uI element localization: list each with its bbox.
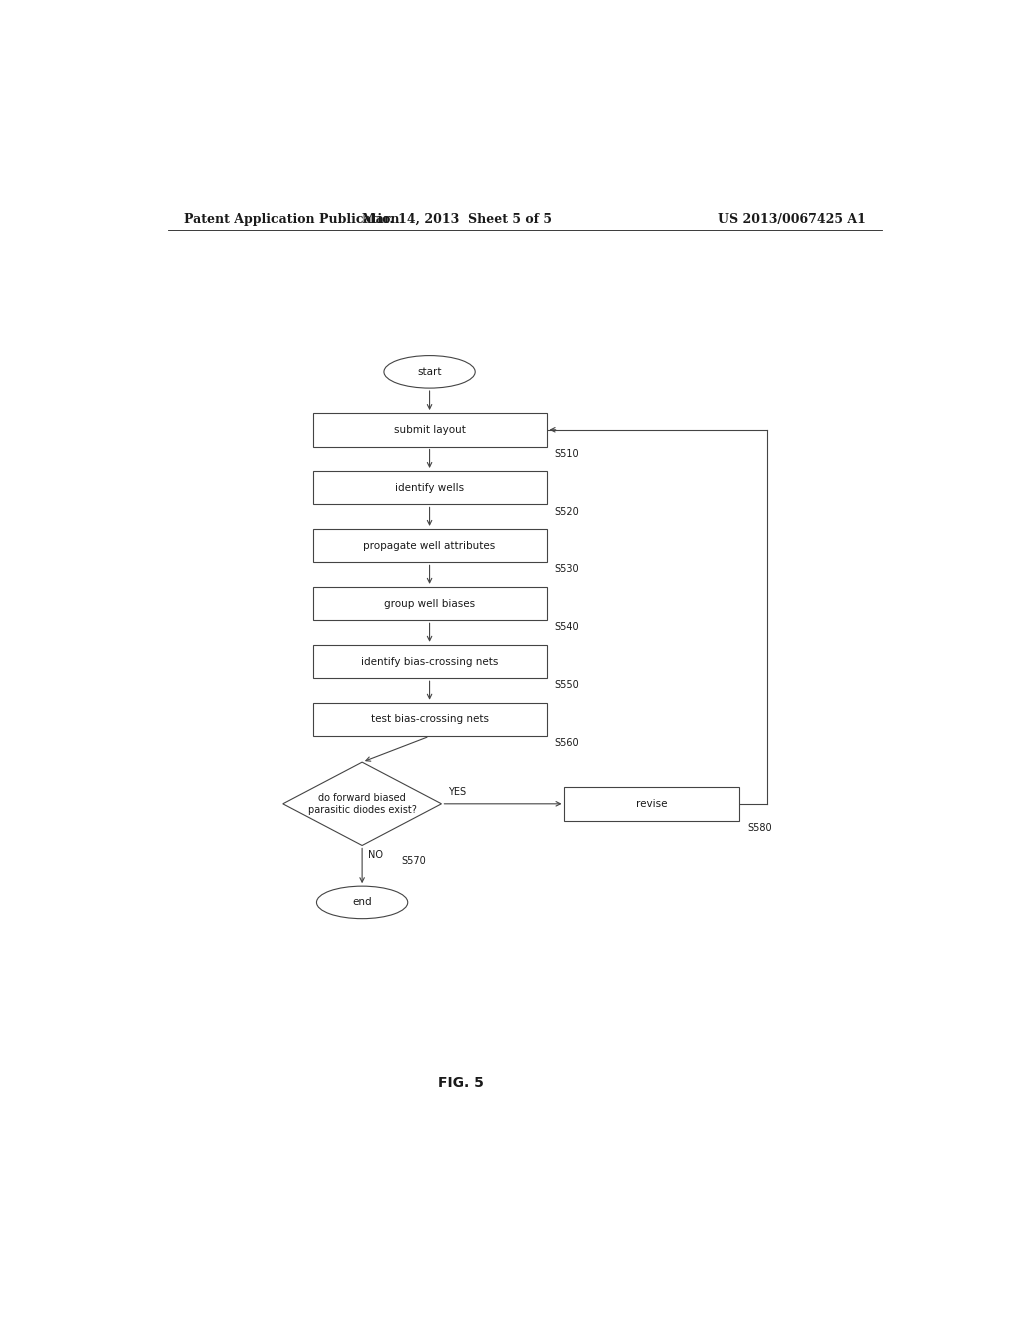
Text: end: end (352, 898, 372, 907)
Text: NO: NO (369, 850, 383, 859)
Text: S530: S530 (555, 565, 580, 574)
Text: S550: S550 (555, 680, 580, 690)
FancyBboxPatch shape (312, 471, 547, 504)
Text: US 2013/0067425 A1: US 2013/0067425 A1 (718, 213, 866, 226)
Text: S540: S540 (555, 623, 580, 632)
Text: submit layout: submit layout (393, 425, 466, 434)
FancyBboxPatch shape (564, 787, 739, 821)
FancyBboxPatch shape (312, 644, 547, 678)
Text: Patent Application Publication: Patent Application Publication (183, 213, 399, 226)
Text: S580: S580 (748, 822, 772, 833)
Text: start: start (418, 367, 441, 376)
Ellipse shape (384, 355, 475, 388)
Text: identify wells: identify wells (395, 483, 464, 492)
Text: revise: revise (636, 799, 668, 809)
Text: identify bias-crossing nets: identify bias-crossing nets (360, 656, 499, 667)
Text: group well biases: group well biases (384, 598, 475, 609)
Polygon shape (283, 762, 441, 846)
Text: S510: S510 (555, 449, 580, 458)
FancyBboxPatch shape (312, 529, 547, 562)
FancyBboxPatch shape (312, 587, 547, 620)
Text: FIG. 5: FIG. 5 (438, 1076, 484, 1090)
Text: test bias-crossing nets: test bias-crossing nets (371, 714, 488, 725)
FancyBboxPatch shape (312, 413, 547, 446)
Text: do forward biased
parasitic diodes exist?: do forward biased parasitic diodes exist… (307, 792, 417, 814)
Text: YES: YES (447, 787, 466, 797)
Ellipse shape (316, 886, 408, 919)
FancyBboxPatch shape (312, 702, 547, 737)
Text: S520: S520 (555, 507, 580, 516)
Text: S570: S570 (401, 855, 427, 866)
Text: Mar. 14, 2013  Sheet 5 of 5: Mar. 14, 2013 Sheet 5 of 5 (362, 213, 552, 226)
Text: propagate well attributes: propagate well attributes (364, 541, 496, 550)
Text: S560: S560 (555, 738, 580, 748)
